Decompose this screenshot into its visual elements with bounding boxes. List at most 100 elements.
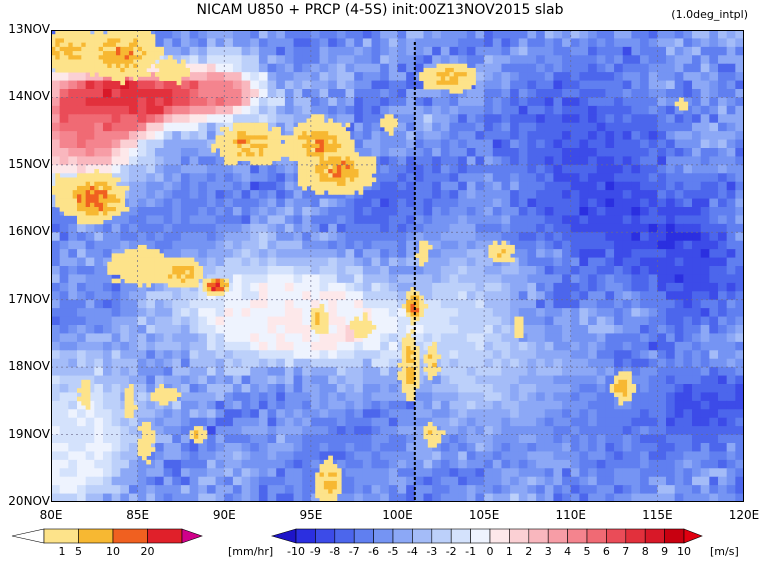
precip-cell: [76, 59, 82, 65]
wind-cell: [180, 215, 191, 225]
precip-cell: [328, 135, 333, 140]
wind-cell: [362, 215, 373, 225]
wind-cell: [579, 223, 589, 233]
wind-cell: [59, 156, 69, 166]
wind-cell: [614, 232, 624, 242]
precip-cell: [154, 63, 160, 69]
wind-cell: [709, 38, 719, 48]
wind-cell: [570, 282, 581, 292]
wind-cell: [319, 358, 329, 368]
wind-cell: [614, 308, 624, 318]
wind-cell: [700, 97, 710, 107]
wind-cell: [284, 232, 295, 242]
wind-cell: [276, 350, 286, 360]
precip-cell: [72, 30, 78, 35]
wind-cell: [588, 46, 598, 56]
wind-cell: [631, 181, 641, 191]
wind-cell: [94, 308, 104, 318]
wind-cell: [484, 333, 494, 343]
wind-cell: [302, 257, 312, 267]
wind-cell: [423, 122, 433, 132]
wind-cell: [631, 468, 641, 478]
precip-cell: [328, 126, 333, 132]
wind-cell: [648, 207, 658, 217]
precip-cell: [423, 80, 429, 86]
precip-cell: [81, 42, 87, 48]
wind-cell: [553, 249, 563, 259]
wind-cell: [726, 55, 736, 65]
wind-cell: [562, 299, 572, 309]
wind-cell: [354, 97, 364, 107]
wind-cell: [310, 249, 321, 259]
wind-cell: [397, 139, 407, 149]
wind-cell: [718, 282, 728, 292]
wind-cell: [284, 476, 295, 486]
wind-cell: [250, 468, 260, 478]
wind-cell: [336, 80, 347, 90]
wind-cell: [284, 350, 295, 360]
wind-cell: [605, 63, 615, 73]
wind-cell: [674, 207, 684, 217]
precip-cell: [341, 126, 346, 132]
wind-cell: [250, 198, 260, 208]
wind-cell: [648, 459, 658, 469]
wind-cell: [692, 257, 702, 267]
precip-cell: [250, 135, 255, 140]
wind-cell: [310, 384, 321, 394]
wind-cell: [302, 63, 312, 73]
precip-cell: [250, 122, 255, 128]
wind-cell: [137, 493, 147, 502]
wind-cell: [232, 215, 243, 225]
wind-cell: [302, 400, 312, 410]
wind-cell: [692, 249, 702, 259]
wind-cell: [709, 468, 719, 478]
wind-cell: [276, 358, 286, 368]
wind-cell: [406, 232, 416, 242]
wind-cell: [674, 341, 684, 351]
wind-cell: [475, 148, 485, 158]
wind-cell: [458, 232, 468, 242]
precip-cell: [72, 34, 78, 39]
precip-cell: [111, 38, 117, 44]
wind-cell: [466, 215, 477, 225]
wind-cell: [640, 156, 650, 166]
wind-cell: [68, 215, 78, 225]
wind-cell: [683, 257, 693, 267]
wind-cell: [111, 468, 121, 478]
wind-cell: [596, 190, 606, 200]
wind-cell: [111, 316, 121, 326]
wind-cell: [319, 215, 329, 225]
wind-cell: [735, 223, 744, 233]
wind-cell: [276, 341, 286, 351]
wind-cell: [198, 485, 208, 495]
wind-cell: [68, 122, 78, 132]
wind-cell: [59, 282, 69, 292]
wind-cell: [163, 350, 173, 360]
wind-cell: [475, 240, 485, 250]
wind-cell: [388, 426, 399, 436]
wind-cell: [51, 451, 61, 461]
wind-cell: [111, 392, 121, 402]
wind-cell: [94, 375, 104, 385]
wind-cell: [510, 341, 520, 351]
wind-cell: [709, 350, 719, 360]
wind-cell: [354, 392, 364, 402]
precip-cell: [141, 46, 147, 52]
precip-cell: [146, 72, 152, 77]
wind-cell: [683, 476, 693, 486]
precip-cell: [150, 34, 156, 39]
wind-cell: [163, 409, 173, 419]
precip-cell: [141, 38, 147, 44]
wind-cell: [700, 375, 710, 385]
wind-cell: [666, 249, 676, 259]
precip-cell: [98, 63, 104, 69]
wind-cell: [536, 240, 546, 250]
wind-cell: [492, 89, 503, 99]
precip-cell: [63, 55, 69, 60]
wind-cell: [397, 468, 407, 478]
wind-cell: [588, 198, 598, 208]
wind-cell: [362, 97, 373, 107]
wind-cell: [397, 198, 407, 208]
wind-cell: [154, 190, 165, 200]
